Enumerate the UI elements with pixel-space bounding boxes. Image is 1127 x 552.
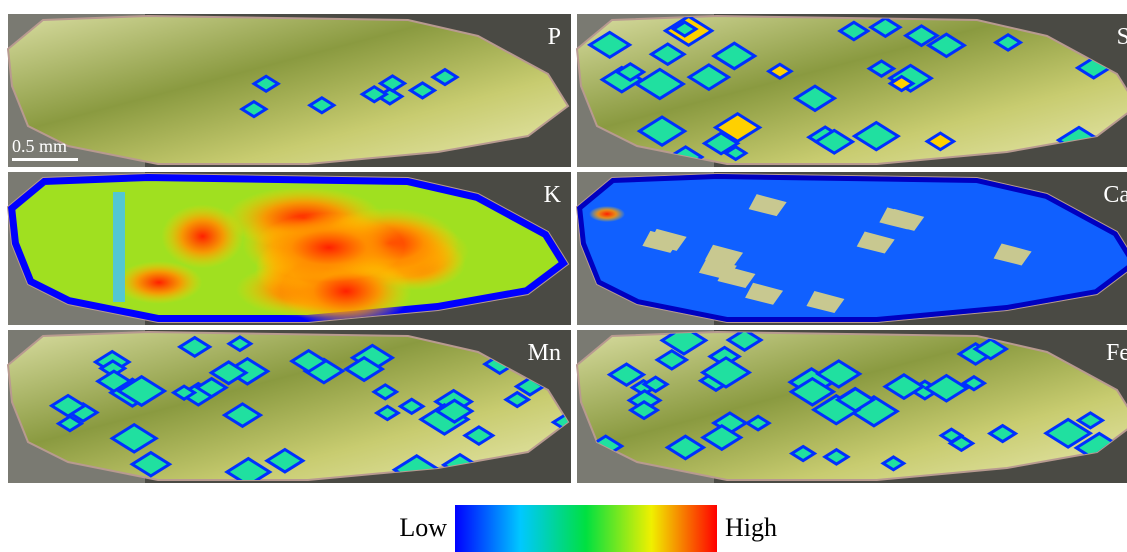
figure: P 0.5 mm S K Ca Mn Fe Low High [0, 0, 1127, 552]
colorbar [455, 505, 717, 552]
panel-label: Mn [528, 340, 561, 366]
panel: Fe [577, 327, 1127, 484]
panel: P 0.5 mm [8, 14, 571, 167]
heat-hot [254, 213, 405, 282]
heat-hot [116, 261, 203, 304]
heat-low [113, 192, 125, 302]
panel: Ca [577, 172, 1127, 325]
panel: S [577, 14, 1127, 167]
scale-bar [12, 158, 78, 161]
panel-label: K [544, 182, 562, 208]
colorbar-high: High [725, 513, 777, 542]
heat-map [577, 174, 1127, 322]
scale-bar-label: 0.5 mm [12, 136, 67, 156]
panel-label: P [548, 24, 561, 50]
panel-label: Ca [1103, 182, 1127, 208]
panel-label: Fe [1106, 340, 1127, 366]
colorbar-low: Low [399, 513, 447, 542]
panel: K [8, 172, 571, 328]
heat-hot [589, 206, 625, 222]
panel: Mn [8, 330, 583, 485]
panel-label: S [1117, 24, 1127, 50]
leaf [8, 16, 568, 164]
